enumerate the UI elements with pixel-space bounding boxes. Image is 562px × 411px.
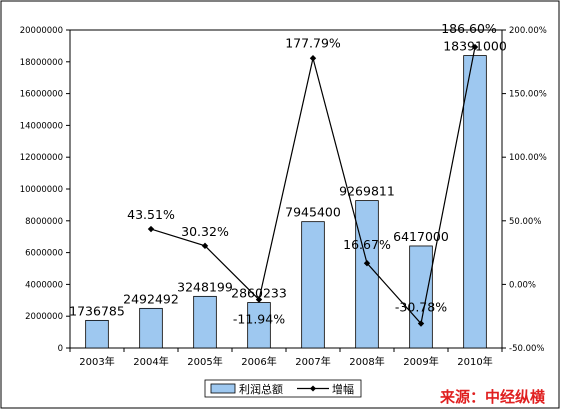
x-axis-tick-label: 2006年 — [241, 355, 276, 368]
line-data-label: 177.79% — [285, 35, 341, 50]
x-axis-tick-label: 2003年 — [79, 355, 114, 368]
legend-swatch-bar — [210, 383, 236, 394]
legend-marker-line — [310, 385, 316, 392]
bar-data-label: 9269811 — [339, 184, 395, 199]
left-axis-tick-label: 16000000 — [20, 90, 63, 100]
bar — [355, 200, 379, 349]
line-data-label: -11.94% — [233, 312, 285, 327]
left-axis: 0 2000000 4000000 6000000 8000000 10000000 120… — [20, 26, 70, 354]
x-axis-tick-label: 2008年 — [349, 355, 384, 368]
bar-series — [85, 55, 487, 349]
right-axis: -50.00% 0.00% 50.00% 100.00% 150.00% 200.00% — [502, 26, 547, 354]
left-axis-tick-label: 0 — [58, 344, 63, 354]
legend: 利润总额 增幅 — [204, 379, 362, 398]
left-axis-tick-label: 4000000 — [25, 280, 63, 290]
x-axis-tick-label: 2010年 — [457, 355, 492, 368]
bar — [409, 245, 433, 349]
bar-data-label: 6417000 — [393, 229, 449, 244]
line-point — [471, 43, 479, 51]
line-data-label: 16.67% — [343, 237, 391, 252]
right-axis-tick-label: 200.00% — [509, 26, 547, 36]
line-data-labels: 43.51% 30.32% -11.94% 177.79% 16.67% -30.78% 1… — [127, 21, 497, 327]
x-axis: 2003年 2004年 2005年 2006年 2007年 2008年 2009年 2010年 — [69, 348, 503, 368]
bar — [301, 221, 325, 349]
left-axis-tick-label: 10000000 — [20, 185, 63, 195]
bar — [139, 307, 163, 349]
source-label: 来源：中经纵横 — [440, 388, 546, 406]
x-axis-tick-label: 2009年 — [403, 355, 438, 368]
bar — [193, 295, 217, 349]
left-axis-tick-label: 2000000 — [25, 312, 63, 322]
left-axis-tick-label: 12000000 — [20, 153, 63, 163]
line-data-label: -30.78% — [395, 300, 447, 315]
left-axis-tick-label: 18000000 — [20, 58, 63, 68]
line-point — [417, 320, 425, 327]
bar-data-label: 2492492 — [123, 291, 179, 306]
x-axis-tick-label: 2005年 — [187, 355, 222, 368]
left-axis-tick-label: 14000000 — [20, 121, 63, 131]
bar-data-label: 1736785 — [69, 303, 125, 318]
legend-label-bar: 利润总额 — [239, 382, 283, 396]
left-axis-tick-label: 20000000 — [20, 26, 63, 36]
line-point — [363, 259, 371, 267]
line-point — [255, 296, 263, 303]
line-series — [147, 43, 479, 327]
line-data-label: 186.60% — [441, 21, 497, 36]
right-axis-tick-label: 100.00% — [509, 153, 547, 163]
x-axis-tick-label: 2007年 — [295, 355, 330, 368]
legend-label-line: 增幅 — [332, 382, 354, 396]
bar-data-label: 2860233 — [231, 286, 287, 301]
line-data-label: 43.51% — [127, 207, 175, 222]
bar — [85, 319, 109, 349]
x-axis-tick-label: 2004年 — [133, 355, 168, 368]
line-data-label: 30.32% — [181, 224, 229, 239]
right-axis-tick-label: -50.00% — [509, 344, 544, 354]
line-point — [309, 55, 317, 62]
left-axis-tick-label: 8000000 — [25, 217, 63, 227]
legend-box — [204, 379, 362, 398]
right-axis-tick-label: 50.00% — [509, 217, 541, 227]
left-axis-tick-label: 6000000 — [25, 249, 63, 259]
bar-data-label: 7945400 — [285, 205, 341, 220]
right-axis-tick-label: 0.00% — [509, 280, 536, 290]
right-axis-tick-label: 150.00% — [509, 90, 547, 100]
bar-data-label: 3248199 — [177, 279, 233, 294]
line-point — [147, 225, 155, 233]
bar — [463, 55, 487, 349]
line-point — [201, 242, 209, 250]
